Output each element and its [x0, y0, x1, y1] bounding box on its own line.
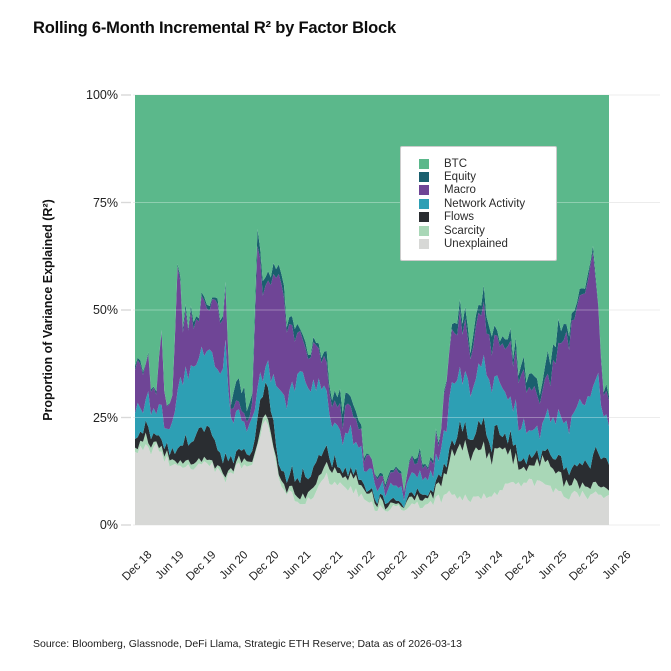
legend-swatch-icon: [419, 212, 429, 223]
source-note: Source: Bloomberg, Glassnode, DeFi Llama…: [33, 638, 462, 650]
y-tick-label: 50%: [92, 303, 118, 317]
legend-item-scarcity: Scarcity: [419, 224, 556, 237]
chart-title: Rolling 6-Month Incremental R² by Factor…: [33, 19, 397, 37]
legend-swatch-icon: [419, 225, 429, 236]
y-tick-label: 25%: [92, 410, 118, 425]
area-network-activity: [135, 339, 609, 508]
area-unexplained: [135, 420, 609, 525]
y-tick-label: 75%: [92, 195, 118, 210]
y-axis-title: Proportion of Variance Explained (R²): [41, 199, 55, 421]
legend-item-flows: Flows: [419, 211, 556, 224]
area-macro: [135, 246, 609, 501]
legend-swatch-icon: [419, 198, 429, 209]
legend-label: Unexplained: [444, 238, 508, 251]
legend-swatch-icon: [419, 185, 429, 196]
area-flows: [135, 382, 609, 510]
legend-item-btc: BTC: [419, 157, 556, 170]
legend-label: Network Activity: [444, 197, 526, 210]
legend-label: BTC: [444, 157, 467, 170]
legend-label: Scarcity: [444, 224, 485, 237]
legend: BTC Equity Macro Network Activity Flows Scarc…: [400, 146, 557, 261]
legend-swatch-icon: [419, 172, 429, 183]
legend-item-unexplained: Unexplained: [419, 237, 556, 250]
legend-label: Macro: [444, 184, 476, 197]
legend-swatch-icon: [419, 239, 429, 250]
legend-item-macro: Macro: [419, 184, 556, 197]
legend-item-equity: Equity: [419, 170, 556, 183]
area-scarcity: [135, 414, 609, 512]
y-tick-label: 0%: [99, 518, 118, 532]
legend-item-network-activity: Network Activity: [419, 197, 556, 210]
y-tick-label: 100%: [86, 88, 118, 102]
legend-swatch-icon: [419, 158, 429, 169]
legend-label: Flows: [444, 211, 475, 224]
legend-label: Equity: [444, 171, 476, 184]
